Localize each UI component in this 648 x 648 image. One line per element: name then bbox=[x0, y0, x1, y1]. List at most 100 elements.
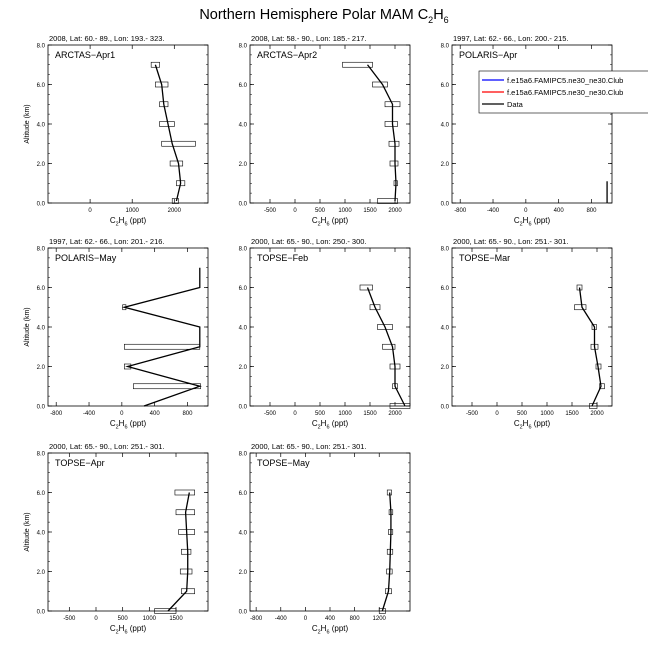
x-tick-label: 2000 bbox=[168, 208, 182, 214]
y-tick-label: 4.0 bbox=[37, 123, 46, 129]
data-line bbox=[578, 287, 602, 407]
panel-polaris-may: 1997, Lat: 62.- 66., Lon: 201.- 216. POLA… bbox=[24, 237, 209, 431]
x-tick-label: 2000 bbox=[590, 411, 604, 417]
panel-polaris-apr: 1997, Lat: 62.- 66., Lon: 200.- 215. POLA… bbox=[441, 34, 648, 228]
data-range-box bbox=[378, 608, 386, 614]
data-range-box bbox=[169, 160, 184, 167]
panel-arctas-apr1: 2008, Lat: 60.- 89., Lon: 193.- 323. ARCT… bbox=[24, 34, 209, 228]
legend-entry-label: Data bbox=[507, 100, 524, 109]
x-tick-label: -800 bbox=[454, 208, 467, 214]
y-tick-label: 0.0 bbox=[239, 202, 248, 208]
plot-frame bbox=[47, 452, 209, 612]
y-axis-label: Altitude (km) bbox=[24, 307, 31, 346]
y-tick-label: 6.0 bbox=[37, 491, 46, 497]
data-range-box bbox=[599, 383, 605, 390]
x-tick-label: -800 bbox=[50, 411, 63, 417]
y-tick-label: 4.0 bbox=[37, 326, 46, 332]
x-tick-label: 0 bbox=[293, 411, 297, 417]
plot-frame bbox=[249, 247, 411, 407]
x-tick-label: 1000 bbox=[126, 208, 140, 214]
y-tick-label: 6.0 bbox=[239, 491, 248, 497]
plot-frame bbox=[451, 44, 613, 204]
y-tick-label: 2.0 bbox=[37, 365, 46, 371]
plot-frame bbox=[249, 44, 411, 204]
data-line bbox=[167, 492, 190, 612]
y-tick-label: 0.0 bbox=[441, 405, 450, 411]
data-range-box bbox=[389, 403, 411, 409]
x-tick-label: 0 bbox=[524, 208, 528, 214]
data-range-box bbox=[574, 304, 587, 311]
y-tick-label: 6.0 bbox=[37, 83, 46, 89]
x-tick-label: 0 bbox=[94, 616, 98, 622]
x-tick-label: -500 bbox=[466, 411, 479, 417]
x-axis-label: C2H6 (ppt) bbox=[110, 624, 147, 636]
x-tick-label: 0 bbox=[495, 411, 499, 417]
x-tick-label: 0 bbox=[120, 411, 124, 417]
data-range-box bbox=[382, 343, 396, 350]
x-tick-label: 1500 bbox=[363, 411, 377, 417]
x-tick-label: 1000 bbox=[540, 411, 554, 417]
y-tick-label: 4.0 bbox=[37, 531, 46, 537]
y-axis-label: Altitude (km) bbox=[24, 512, 31, 551]
panel-topse-may: 2000, Lat: 65.- 90., Lon: 251.- 301. TOPS… bbox=[239, 442, 411, 636]
campaign-label: TOPSE−Apr bbox=[55, 458, 105, 468]
x-tick-label: 0 bbox=[88, 208, 92, 214]
x-tick-label: 1000 bbox=[143, 616, 157, 622]
x-tick-label: 500 bbox=[315, 411, 326, 417]
y-tick-label: 4.0 bbox=[441, 326, 450, 332]
panel-header: 2008, Lat: 60.- 89., Lon: 193.- 323. bbox=[49, 34, 165, 43]
x-tick-label: 500 bbox=[517, 411, 528, 417]
data-line bbox=[381, 492, 392, 612]
campaign-label: POLARIS−May bbox=[55, 253, 117, 263]
x-tick-label: 1500 bbox=[565, 411, 579, 417]
y-tick-label: 0.0 bbox=[239, 405, 248, 411]
x-tick-label: 400 bbox=[554, 208, 565, 214]
x-tick-label: 2000 bbox=[388, 411, 402, 417]
legend-entry-label: f.e15a6.FAMIPC5.ne30_ne30.Club bbox=[507, 88, 623, 97]
y-tick-label: 6.0 bbox=[239, 83, 248, 89]
data-range-box bbox=[377, 324, 393, 330]
figure-title: Northern Hemisphere Polar MAM C2H6 bbox=[199, 7, 449, 25]
x-tick-label: -400 bbox=[83, 411, 96, 417]
data-line bbox=[366, 64, 397, 202]
x-tick-label: -400 bbox=[487, 208, 500, 214]
y-tick-label: 0.0 bbox=[37, 202, 46, 208]
y-tick-label: 6.0 bbox=[441, 83, 450, 89]
panel-header: 2000, Lat: 65.- 90., Lon: 251.- 301. bbox=[251, 442, 367, 451]
x-tick-label: 0 bbox=[304, 616, 308, 622]
data-range-box bbox=[171, 198, 179, 204]
legend-entry-label: f.e15a6.FAMIPC5.ne30_ne30.Club bbox=[507, 76, 623, 85]
campaign-label: TOPSE−May bbox=[257, 458, 310, 468]
panel-topse-mar: 2000, Lat: 65.- 90., Lon: 251.- 301. TOPS… bbox=[441, 237, 613, 431]
x-tick-label: -400 bbox=[275, 616, 288, 622]
y-axis-label: Altitude (km) bbox=[24, 104, 31, 143]
data-range-box bbox=[377, 198, 398, 204]
y-tick-label: 2.0 bbox=[37, 570, 46, 576]
x-axis-label: C2H6 (ppt) bbox=[312, 419, 349, 431]
y-tick-label: 8.0 bbox=[37, 452, 46, 458]
x-tick-label: 1500 bbox=[363, 208, 377, 214]
campaign-label: TOPSE−Feb bbox=[257, 253, 308, 263]
data-range-box bbox=[124, 343, 201, 350]
data-line bbox=[154, 64, 182, 202]
campaign-label: POLARIS−Apr bbox=[459, 50, 517, 60]
x-tick-label: 1200 bbox=[373, 616, 387, 622]
data-range-box bbox=[181, 588, 195, 595]
legend: f.e15a6.FAMIPC5.ne30_ne30.Club f.e15a6.FA… bbox=[478, 70, 648, 114]
x-tick-label: 500 bbox=[315, 208, 326, 214]
y-tick-label: 6.0 bbox=[441, 286, 450, 292]
x-axis-label: C2H6 (ppt) bbox=[110, 419, 147, 431]
y-tick-label: 0.0 bbox=[37, 405, 46, 411]
data-range-box bbox=[359, 284, 373, 291]
x-tick-label: 1000 bbox=[338, 208, 352, 214]
x-tick-label: 0 bbox=[293, 208, 297, 214]
plot-frame bbox=[451, 247, 613, 407]
x-tick-label: 1500 bbox=[169, 616, 183, 622]
x-tick-label: 400 bbox=[325, 616, 336, 622]
campaign-label: TOPSE−Mar bbox=[459, 253, 510, 263]
x-axis-label: C2H6 (ppt) bbox=[312, 624, 349, 636]
x-axis-label: C2H6 (ppt) bbox=[514, 419, 551, 431]
panel-header: 2000, Lat: 65.- 90., Lon: 251.- 301. bbox=[453, 237, 569, 246]
plot-frame bbox=[47, 44, 209, 204]
